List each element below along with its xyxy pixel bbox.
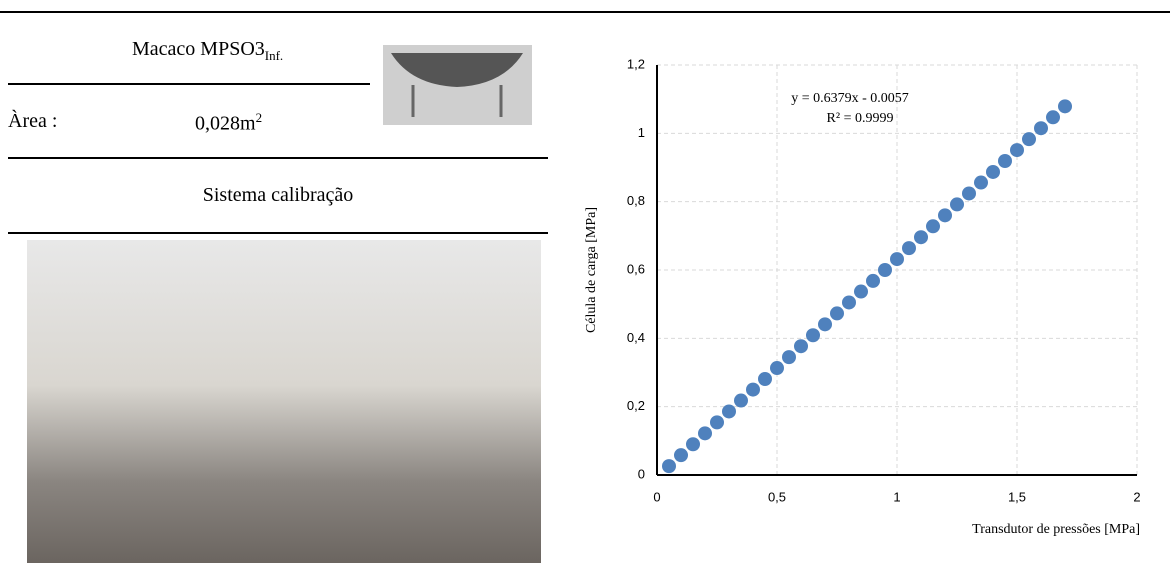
x-tick-label: 1,5 xyxy=(1008,489,1026,504)
y-tick-label: 0,2 xyxy=(627,398,645,413)
jack-photo xyxy=(383,45,532,125)
y-tick-label: 1,2 xyxy=(627,56,645,71)
y-axis-label: Célula de carga [MPa] xyxy=(584,207,599,333)
data-point xyxy=(890,252,904,267)
jack-name-text: Macaco MPSO3 xyxy=(132,38,265,60)
data-point xyxy=(950,197,964,212)
area-label: Àrea : xyxy=(8,110,58,132)
x-tick-label: 2 xyxy=(1133,489,1140,504)
data-point xyxy=(662,459,676,474)
area-exponent: 2 xyxy=(255,110,263,125)
data-point xyxy=(926,219,940,234)
data-point xyxy=(686,437,700,452)
jack-name: Macaco MPSO3Inf. xyxy=(132,38,283,64)
data-point xyxy=(770,361,784,376)
data-point xyxy=(974,175,988,190)
data-point xyxy=(1058,99,1072,114)
y-tick-label: 0,4 xyxy=(627,330,645,345)
rule xyxy=(8,232,548,234)
top-rule xyxy=(0,11,1170,13)
data-point xyxy=(818,317,832,332)
jack-drawing xyxy=(391,53,523,117)
data-point xyxy=(746,382,760,397)
y-tick-label: 0,8 xyxy=(627,193,645,208)
data-point xyxy=(866,273,880,288)
rule xyxy=(8,83,370,85)
data-point xyxy=(998,154,1012,169)
data-point xyxy=(758,371,772,386)
data-point xyxy=(830,306,844,321)
data-point xyxy=(1046,110,1060,125)
data-point xyxy=(878,263,892,277)
data-point xyxy=(674,448,688,463)
data-point xyxy=(794,339,808,354)
data-point xyxy=(842,295,856,310)
x-tick-label: 0 xyxy=(653,489,660,504)
data-point xyxy=(722,404,736,419)
y-tick-label: 1 xyxy=(638,125,645,140)
data-point xyxy=(782,350,796,365)
data-point xyxy=(1010,143,1024,158)
trendline-equation: y = 0.6379x - 0.0057 xyxy=(791,91,909,106)
x-axis-label: Transdutor de pressões [MPa] xyxy=(972,522,1140,537)
data-point xyxy=(1034,121,1048,136)
y-tick-label: 0 xyxy=(638,466,645,481)
data-point xyxy=(962,186,976,201)
area-value: 0,028m2 xyxy=(195,110,262,136)
data-point xyxy=(734,393,748,408)
data-point xyxy=(914,230,928,245)
x-tick-label: 0,5 xyxy=(768,489,786,504)
data-point xyxy=(806,328,820,343)
rule xyxy=(8,157,548,159)
data-point xyxy=(1022,132,1036,147)
calibration-photo xyxy=(27,240,541,563)
jack-subscript: Inf. xyxy=(264,48,284,63)
data-point xyxy=(902,241,916,256)
x-tick-label: 1 xyxy=(893,489,900,504)
y-tick-label: 0,6 xyxy=(627,261,645,276)
data-point xyxy=(854,284,868,299)
section-title: Sistema calibração xyxy=(202,184,354,206)
data-point xyxy=(986,164,1000,179)
data-point xyxy=(938,208,952,223)
r-squared: R² = 0.9999 xyxy=(827,111,894,126)
data-point xyxy=(710,415,724,430)
chart: Célula de carga [MPa] Transdutor de pres… xyxy=(584,56,1140,537)
area-value-text: 0,028m xyxy=(195,112,256,135)
data-point xyxy=(698,426,712,441)
